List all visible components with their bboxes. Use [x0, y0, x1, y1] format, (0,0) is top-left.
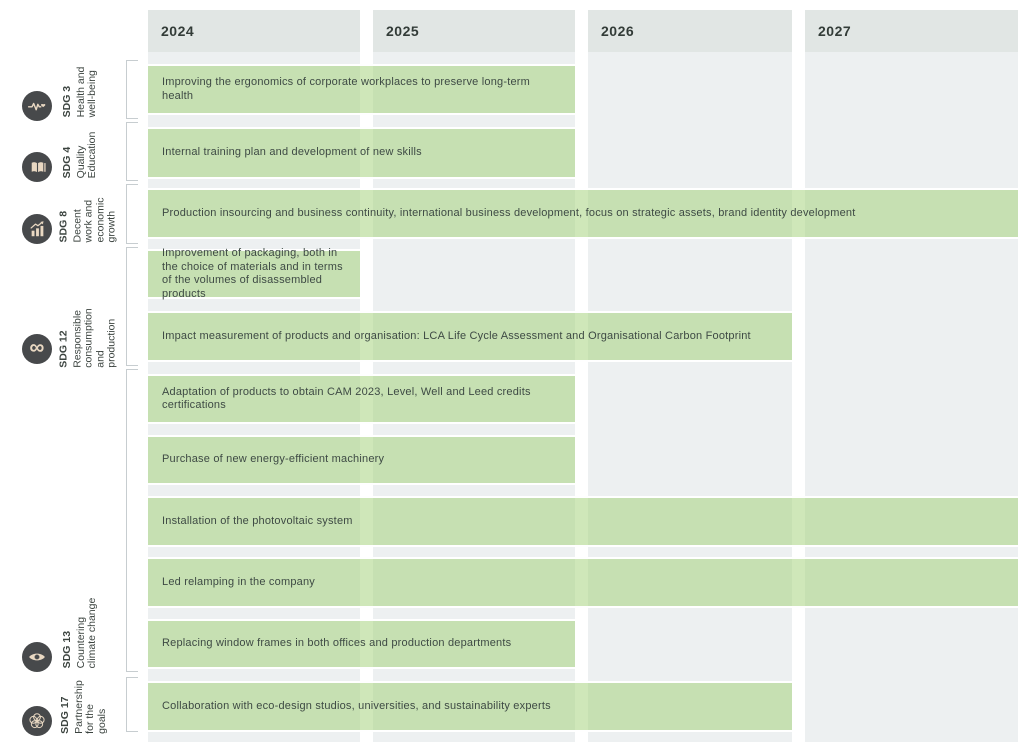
sdg-name: Quality Education: [74, 131, 98, 179]
year-label: 2025: [386, 23, 420, 39]
sdg-name: Health and well-being: [74, 66, 98, 118]
sdg-name: Decent work and economic growth: [70, 197, 118, 243]
sdg12-label: SDG 12 Responsible consumption and produ…: [57, 308, 118, 368]
sdg-code: SDG 8: [57, 210, 70, 243]
sdg-code: SDG 12: [57, 330, 70, 368]
task-bar: Impact measurement of products and organ…: [148, 311, 792, 362]
task-bar: Led relamping in the company: [148, 557, 1018, 608]
sdg8-label: SDG 8 Decent work and economic growth: [57, 197, 118, 243]
year-header-2025: 2025: [373, 10, 575, 52]
sdg3-label: SDG 3 Health and well-being: [60, 66, 99, 118]
task-bar: Production insourcing and business conti…: [148, 188, 1018, 239]
heartbeat-icon: [22, 91, 52, 121]
sdg-name: Responsible consumption and production: [70, 308, 118, 368]
task-label: Improving the ergonomics of corporate wo…: [162, 76, 530, 102]
sdg-code: SDG 3: [60, 85, 73, 118]
year-label: 2027: [818, 23, 852, 39]
task-label: Led relamping in the company: [162, 575, 315, 588]
task-label: Production insourcing and business conti…: [162, 206, 856, 219]
task-bar: Replacing window frames in both offices …: [148, 619, 575, 669]
sdg-code: SDG 13: [60, 630, 73, 669]
task-bar: Improvement of packaging, both in the ch…: [148, 247, 360, 300]
sdg3-group-bracket: [126, 60, 138, 119]
year-label: 2024: [161, 23, 195, 39]
sdg4-label: SDG 4 Quality Education: [60, 131, 99, 179]
eye-icon: [22, 642, 52, 672]
sdg4-group-bracket: [126, 122, 138, 181]
year-header-2027: 2027: [805, 10, 1018, 52]
task-label: Collaboration with eco-design studios, u…: [162, 699, 551, 712]
sdg17-group-bracket: [126, 677, 138, 732]
sdg8-group-bracket: [126, 184, 138, 244]
task-label: Internal training plan and development o…: [162, 146, 422, 159]
sdg13-group-bracket: [126, 369, 138, 672]
growth-chart-icon: [22, 214, 52, 244]
task-bar: Installation of the photovoltaic system: [148, 496, 1018, 547]
task-label: Replacing window frames in both offices …: [162, 637, 512, 650]
task-bar: Purchase of new energy-efficient machine…: [148, 435, 575, 485]
infinity-icon: ∞: [22, 334, 52, 364]
open-book-icon: [22, 152, 52, 182]
year-label: 2026: [601, 23, 635, 39]
year-column-2026: [588, 52, 792, 742]
sdg-name: Countering climate change: [74, 597, 98, 669]
task-bar: Adaptation of products to obtain CAM 202…: [148, 374, 575, 424]
task-bar: Improving the ergonomics of corporate wo…: [148, 64, 575, 115]
task-label: Purchase of new energy-efficient machine…: [162, 453, 385, 466]
sdg-code: SDG 17: [59, 696, 71, 734]
year-header-2024: 2024: [148, 10, 360, 52]
sdg-name: Partnership for the goals: [72, 680, 108, 734]
task-label: Adaptation of products to obtain CAM 202…: [162, 385, 531, 412]
sdg17-label: SDG 17 Partnership for the goals: [59, 680, 108, 734]
sdg13-label: SDG 13 Countering climate change: [60, 597, 99, 669]
task-label: Impact measurement of products and organ…: [162, 329, 751, 342]
circles-ring-icon: [22, 706, 52, 736]
task-label: Installation of the photovoltaic system: [162, 514, 353, 527]
year-header-2026: 2026: [588, 10, 792, 52]
sdg12-group-bracket: [126, 247, 138, 366]
task-label: Improvement of packaging, both in the ch…: [162, 247, 343, 300]
task-bar: Collaboration with eco-design studios, u…: [148, 681, 792, 732]
year-column-2027: [805, 52, 1018, 742]
sdg-code: SDG 4: [60, 146, 73, 179]
task-bar: Internal training plan and development o…: [148, 127, 575, 179]
